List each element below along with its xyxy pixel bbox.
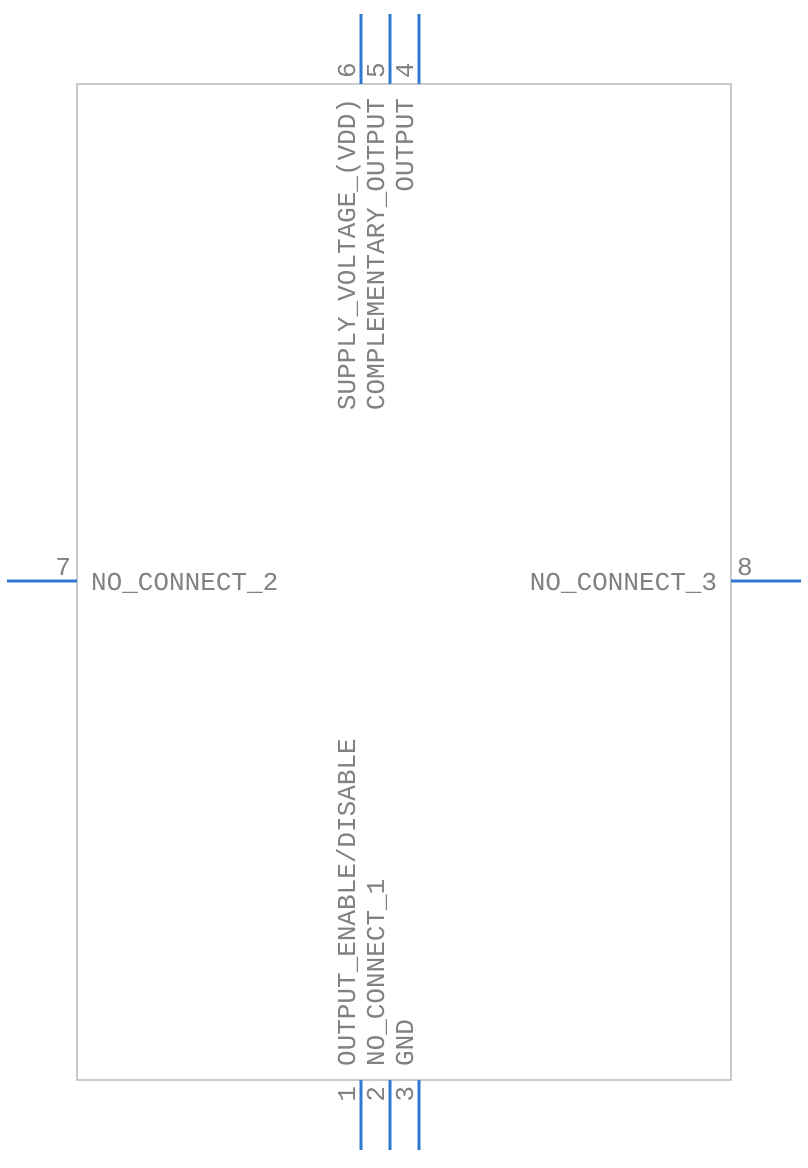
pin-number: 6: [333, 62, 363, 78]
pin-name: GND: [391, 1019, 421, 1066]
pin-number: 3: [391, 1086, 421, 1102]
pin-name: NO_CONNECT_3: [530, 568, 717, 598]
pin-6: 6 SUPPLY_VOLTAGE_(VDD): [333, 14, 363, 410]
pin-2: 2 NO_CONNECT_1: [362, 879, 392, 1150]
pin-number: 5: [362, 62, 392, 78]
pin-3: 3 GND: [391, 1019, 421, 1150]
pin-name: COMPLEMENTARY_OUTPUT: [362, 98, 392, 410]
pin-5: 5 COMPLEMENTARY_OUTPUT: [362, 14, 392, 410]
pin-8: 8 NO_CONNECT_3: [530, 553, 801, 598]
pin-name: OUTPUT: [391, 98, 421, 192]
pin-name: NO_CONNECT_2: [91, 568, 278, 598]
pin-name: SUPPLY_VOLTAGE_(VDD): [333, 98, 363, 410]
pin-1: 1 OUTPUT_ENABLE/DISABLE: [333, 738, 363, 1150]
pin-number: 7: [55, 553, 71, 583]
pin-name: NO_CONNECT_1: [362, 879, 392, 1066]
pin-number: 4: [391, 62, 421, 78]
pin-name: OUTPUT_ENABLE/DISABLE: [333, 738, 363, 1066]
pin-7: 7 NO_CONNECT_2: [7, 553, 278, 598]
pin-number: 8: [737, 553, 753, 583]
pin-number: 2: [362, 1086, 392, 1102]
pin-number: 1: [333, 1086, 363, 1102]
pin-4: 4 OUTPUT: [391, 14, 421, 192]
